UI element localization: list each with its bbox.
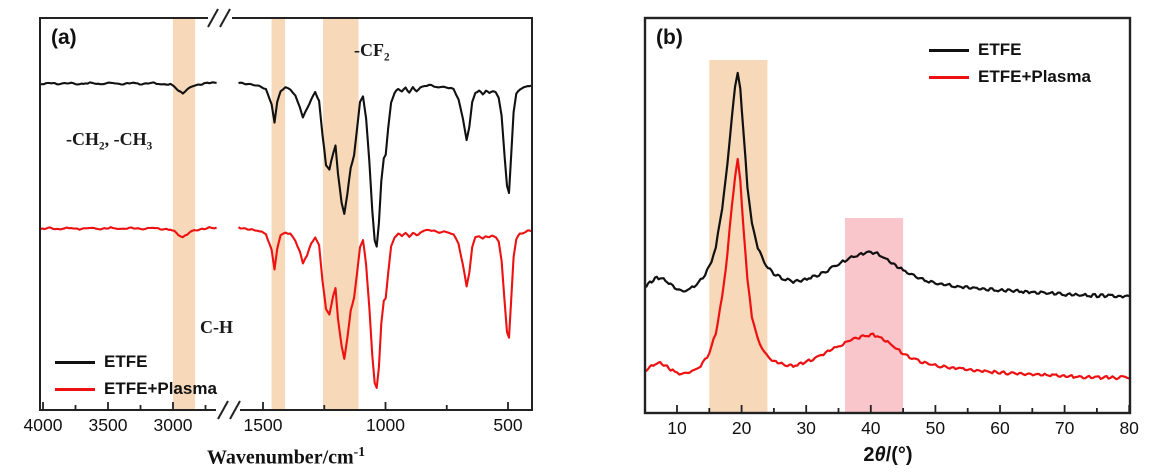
tick-label: 50 — [925, 418, 946, 438]
panel-b-frame — [643, 16, 1132, 415]
legend-item-etfe-plasma: ETFE+Plasma — [55, 379, 217, 399]
tick-label: 1500 — [243, 415, 283, 435]
ftir-highlight-band — [323, 19, 359, 409]
xrd-highlight-band — [844, 218, 904, 412]
ftir-highlight-band — [271, 19, 286, 409]
annotation-cf2: -CF2 — [354, 40, 390, 64]
legend-item-etfe-plasma: ETFE+Plasma — [929, 67, 1091, 87]
panel-b-label: (b) — [656, 26, 683, 49]
tick-label: 80 — [1119, 418, 1139, 438]
spectra-curves — [39, 71, 1130, 389]
ftir-curve-etfe-plasma — [39, 226, 532, 389]
axis-break-slash — [219, 8, 231, 28]
legend-label-etfe: ETFE — [104, 352, 148, 371]
axis-break-slash — [229, 400, 241, 420]
axis-break-slash — [217, 400, 229, 420]
legend-item-etfe: ETFE — [55, 352, 217, 372]
tick-label: 20 — [731, 418, 752, 438]
etfe-plasma-line-swatch — [929, 75, 969, 79]
legend-label-etfe: ETFE — [978, 40, 1022, 59]
tick-label: 60 — [990, 418, 1010, 438]
annotation-ch2-ch3: -CH2, -CH3 — [66, 129, 153, 153]
tick-label: 70 — [1054, 418, 1075, 438]
etfe-line-swatch — [929, 48, 969, 52]
tick-label: 3500 — [88, 415, 128, 435]
tick-label: 10 — [667, 418, 687, 438]
legend-label-etfe-plasma: ETFE+Plasma — [104, 379, 217, 398]
ftir-highlight-band — [173, 19, 196, 409]
etfe-line-swatch — [55, 360, 95, 364]
highlight-bands — [173, 19, 904, 412]
legend-panel-a: ETFE ETFE+Plasma — [55, 352, 217, 399]
tick-label: 1000 — [366, 415, 405, 435]
annotation-ch: C-H — [200, 317, 233, 337]
tick-label: 40 — [861, 418, 881, 438]
panel-a-label: (a) — [51, 26, 77, 49]
tick-label: 30 — [796, 418, 816, 438]
xrd-curve-etfe-plasma — [644, 157, 1130, 381]
etfe-plasma-line-swatch — [55, 387, 95, 391]
x-axis-label-2theta: 2θ/(°) — [863, 444, 913, 466]
tick-label: 500 — [493, 415, 523, 435]
xrd-highlight-band — [709, 60, 768, 412]
ftir-curve-etfe — [40, 81, 532, 248]
axes-frames — [39, 8, 1132, 420]
xrd-curve-etfe — [644, 71, 1130, 299]
x-axis-label-wavenumber: Wavenumber/cm-1 — [207, 444, 365, 469]
tick-label: 4000 — [23, 415, 63, 435]
legend-label-etfe-plasma: ETFE+Plasma — [978, 67, 1091, 86]
tick-label: 3000 — [153, 415, 193, 435]
legend-panel-b: ETFE ETFE+Plasma — [929, 40, 1091, 87]
legend-item-etfe: ETFE — [929, 40, 1091, 60]
axis-break-slash — [207, 8, 219, 28]
